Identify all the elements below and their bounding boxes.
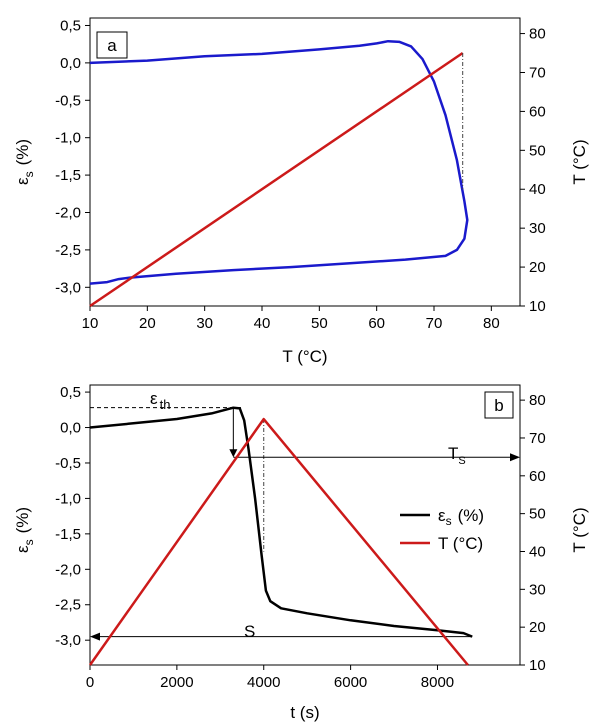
panel-b-y-ticks: 0,5 0,0 -0,5 -1,0 -1,5 -2,0 -2,5 -3,0 xyxy=(55,384,90,649)
panel-b-Ts-sub: S xyxy=(458,455,465,467)
panel-a-series-T_vs_T xyxy=(89,51,464,308)
panel-a-y-tick-label: -2,5 xyxy=(55,242,81,259)
panel-a-y2-tick-label: 60 xyxy=(529,103,546,120)
panel-b-y-tick-label: -1,0 xyxy=(55,490,81,507)
panel-b-x-axis-label: t (s) xyxy=(290,703,319,722)
panel-b-x-tick-label: 6000 xyxy=(334,674,367,691)
panel-a-x-tick-label: 80 xyxy=(483,315,500,332)
panel-a-x-tick-label: 20 xyxy=(139,315,156,332)
panel-b-label-box: b xyxy=(484,391,514,419)
panel-a-x-tick-label: 40 xyxy=(254,315,271,332)
panel-b-y-tick-label: 0,5 xyxy=(60,384,81,401)
panel-a-y2-tick-label: 30 xyxy=(529,220,546,237)
panel-b-y-tick-label: -2,5 xyxy=(55,597,81,614)
panel-a-y-tick-label: -2,0 xyxy=(55,204,81,221)
panel-b-eps-th-annotation: ε th xyxy=(150,389,170,412)
panel-b-x-ticks: 0 2000 4000 6000 8000 xyxy=(86,665,454,691)
panel-a-y-axis-label-sub: s xyxy=(22,171,36,177)
panel-a-y2-tick-label: 10 xyxy=(529,298,546,315)
panel-a-plot-area xyxy=(89,17,521,307)
panel-a-y-tick-label: -3,0 xyxy=(55,279,81,296)
panel-b-y-tick-label: 0,0 xyxy=(60,420,81,437)
panel-b-series-strain_vs_t xyxy=(89,406,473,638)
panel-b-y2-tick-label: 80 xyxy=(529,392,546,409)
panel-b-legend-strain-unit: (%) xyxy=(458,506,484,525)
panel-a-y2-ticks: 10 20 30 40 50 60 70 80 xyxy=(520,26,546,315)
panel-b-legend-strain-label: εs (%) xyxy=(438,506,484,528)
panel-a-y-tick-label: 0,0 xyxy=(60,55,81,72)
panel-b-Ts-annotation: TS xyxy=(448,444,466,467)
panel-a-label-box: a xyxy=(96,31,128,59)
panel-b-series xyxy=(88,406,473,666)
panel-b-y-axis-label-unit: (%) xyxy=(13,507,32,533)
panel-b-series-T_vs_t xyxy=(88,417,469,666)
panel-a: a 10 20 30 40 50 60 70 80 0,5 0,0 -0,5 -1,0 -1,5 -2,… xyxy=(13,17,589,366)
panel-b-legend-temp-label: T (°C) xyxy=(438,534,483,553)
panel-b-eps-th-main: ε xyxy=(150,389,158,408)
panel-b-y2-tick-label: 10 xyxy=(529,657,546,674)
panel-b-y2-tick-label: 20 xyxy=(529,619,546,636)
panel-b-Ts-arrow-head xyxy=(510,453,520,462)
panel-b-y2-axis-label: T (°C) xyxy=(570,507,589,552)
panel-a-y-axis-label-main: ε xyxy=(13,177,32,185)
panel-a-x-tick-label: 10 xyxy=(82,315,99,332)
panel-b-S-arrow-head xyxy=(90,632,100,641)
panel-a-label: a xyxy=(107,36,117,55)
panel-a-x-tick-label: 50 xyxy=(311,315,328,332)
panel-a-y-tick-label: -1,5 xyxy=(55,167,81,184)
panel-b-eps-th-arrow-head xyxy=(229,449,238,458)
panel-b: b 0 2000 4000 6000 8000 0,5 0,0 -0,5 -1,0 -1,5 -2… xyxy=(13,384,589,722)
panel-b-y-axis-label-sub: s xyxy=(22,539,36,545)
panel-a-x-tick-label: 30 xyxy=(196,315,213,332)
panel-a-y2-tick-label: 70 xyxy=(529,64,546,81)
panel-b-y2-tick-label: 70 xyxy=(529,430,546,447)
panel-b-y-tick-label: -3,0 xyxy=(55,632,81,649)
panel-b-label: b xyxy=(494,396,503,415)
panel-b-y2-tick-label: 40 xyxy=(529,543,546,560)
panel-a-x-tick-label: 70 xyxy=(426,315,443,332)
panel-b-legend: εs (%) T (°C) xyxy=(400,506,484,553)
panel-b-y-tick-label: -0,5 xyxy=(55,455,81,472)
panel-b-annotation-lines xyxy=(90,407,520,641)
panel-b-y2-tick-label: 50 xyxy=(529,506,546,523)
panel-b-x-tick-label: 8000 xyxy=(421,674,454,691)
panel-b-legend-strain-main: ε xyxy=(438,506,446,525)
panel-a-y2-tick-label: 20 xyxy=(529,259,546,276)
panel-a-y2-tick-label: 80 xyxy=(529,26,546,43)
panel-b-S-annotation: S xyxy=(244,622,255,641)
panel-b-x-tick-label: 0 xyxy=(86,674,94,691)
panel-a-x-axis-label: T (°C) xyxy=(282,347,327,366)
panel-b-y-axis-label: εs (%) xyxy=(13,507,36,553)
panel-a-y2-axis-label: T (°C) xyxy=(570,139,589,184)
panel-b-plot-area xyxy=(89,384,521,666)
panel-a-series-strain_vs_T xyxy=(89,39,469,285)
panel-b-y-tick-label: -2,0 xyxy=(55,561,81,578)
panel-b-y2-tick-label: 60 xyxy=(529,468,546,485)
panel-b-y-axis-label-main: ε xyxy=(13,545,32,553)
panel-a-y-tick-label: 0,5 xyxy=(60,17,81,34)
panel-a-x-tick-label: 60 xyxy=(368,315,385,332)
panel-a-y-tick-label: -0,5 xyxy=(55,92,81,109)
panel-a-y-axis-label: εs (%) xyxy=(13,139,36,185)
panel-b-legend-strain-sub: s xyxy=(446,514,452,528)
panel-b-Ts-main: T xyxy=(448,444,458,463)
panel-b-y-tick-label: -1,5 xyxy=(55,526,81,543)
panel-a-series xyxy=(89,39,469,308)
panel-b-y2-tick-label: 30 xyxy=(529,581,546,598)
panel-a-y-tick-label: -1,0 xyxy=(55,130,81,147)
panel-a-y2-tick-label: 40 xyxy=(529,181,546,198)
panel-b-x-tick-label: 4000 xyxy=(247,674,280,691)
panel-a-x-ticks: 10 20 30 40 50 60 70 80 xyxy=(82,306,500,332)
panel-b-x-tick-label: 2000 xyxy=(160,674,193,691)
panel-b-eps-th-sub: th xyxy=(160,397,171,412)
panel-a-y2-tick-label: 50 xyxy=(529,142,546,159)
panel-a-y-axis-label-unit: (%) xyxy=(13,139,32,165)
panel-a-y-ticks: 0,5 0,0 -0,5 -1,0 -1,5 -2,0 -2,5 -3,0 xyxy=(55,17,90,296)
panel-b-y2-ticks: 10 20 30 40 50 60 70 80 xyxy=(520,392,546,674)
